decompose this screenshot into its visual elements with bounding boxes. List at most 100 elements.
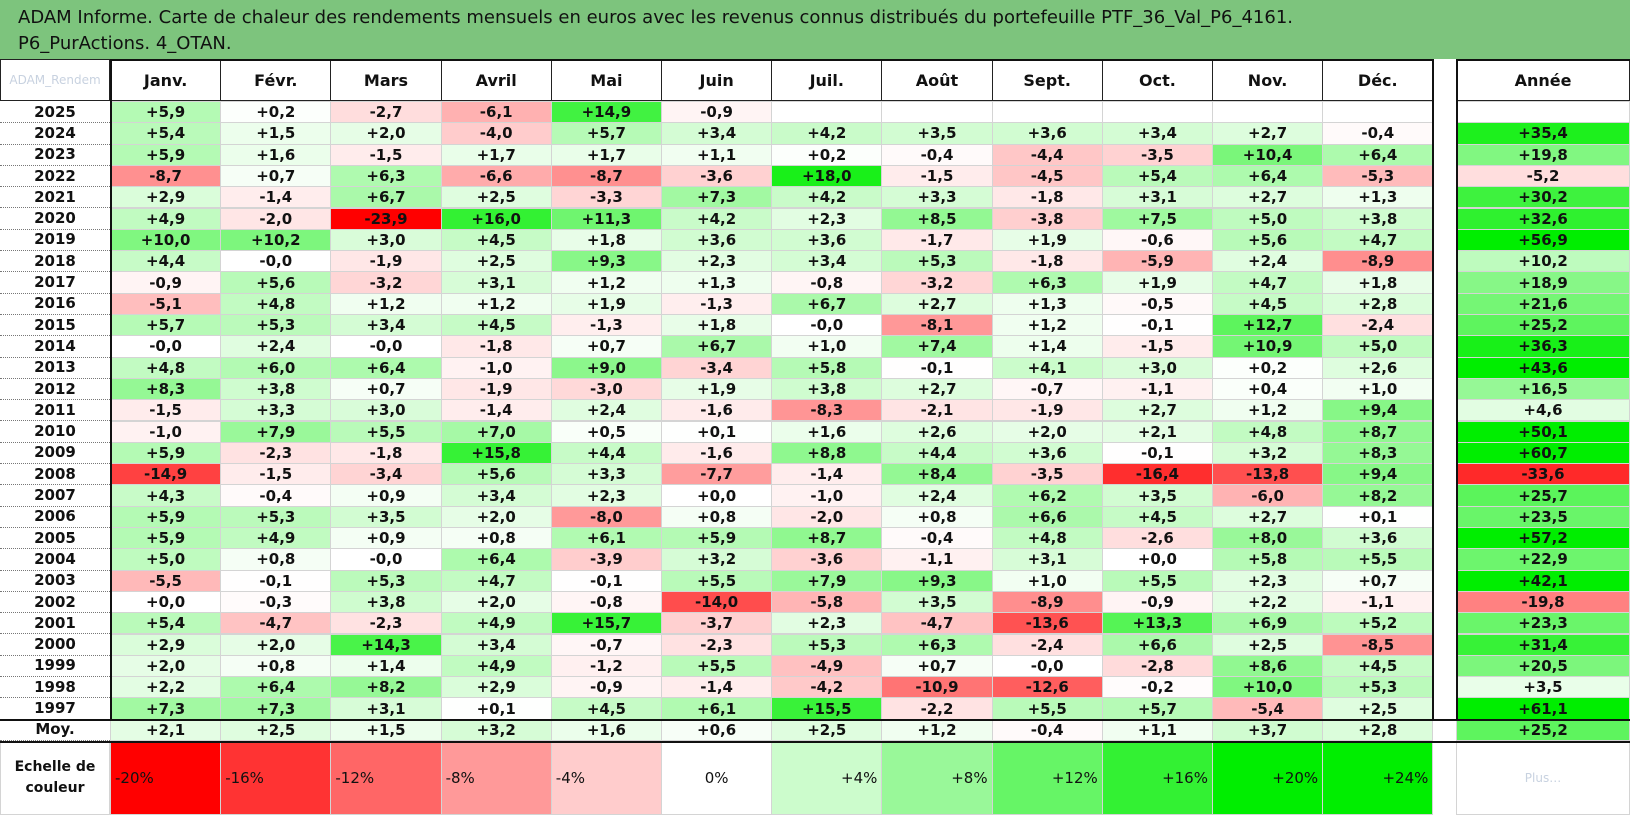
heat-cell: -0,0 (220, 250, 332, 273)
color-scale-step: +12% (991, 741, 1103, 815)
heat-cell: +4,8 (1212, 420, 1324, 443)
annual-cell: +10,2 (1456, 250, 1630, 273)
color-scale-step: +8% (881, 741, 993, 815)
report-title: ADAM Informe. Carte de chaleur des rende… (0, 0, 1630, 59)
heat-cell: -1,5 (330, 143, 442, 166)
annual-header: Année (1456, 59, 1630, 101)
heat-cell: -2,0 (220, 207, 332, 230)
heat-cell: -0,1 (220, 569, 332, 592)
heat-cell: -1,6 (661, 441, 773, 465)
heat-cell: -1,5 (1101, 335, 1213, 358)
heat-cell: -0,0 (991, 654, 1103, 678)
heat-cell: +3,4 (440, 633, 552, 656)
heat-cell: +18,0 (771, 164, 883, 188)
heat-cell: +10,2 (220, 228, 332, 252)
heat-cell: +1,8 (1322, 271, 1434, 294)
heat-cell: +1,3 (1322, 186, 1434, 209)
heat-cell: -3,7 (661, 612, 773, 635)
year-label: 1997 (0, 697, 110, 720)
heat-cell: -3,8 (991, 207, 1103, 230)
heat-cell: -3,4 (661, 356, 773, 379)
year-label: 2013 (0, 357, 110, 379)
heat-cell: +2,1 (1101, 420, 1213, 443)
heat-cell: +4,5 (1101, 505, 1213, 528)
heat-cell: -0,8 (771, 271, 883, 294)
annual-cell: -33,6 (1456, 463, 1630, 486)
heat-cell: +7,0 (440, 420, 552, 443)
report-title-line-1: ADAM Informe. Carte de chaleur des rende… (18, 7, 1293, 28)
heat-cell: +1,4 (330, 654, 442, 678)
average-cell: +1,1 (1101, 718, 1213, 741)
heat-cell: +0,1 (440, 697, 552, 720)
annual-cell: +22,9 (1456, 548, 1630, 571)
heat-cell: -0,9 (1101, 590, 1213, 614)
frame-left (110, 59, 112, 719)
annual-cell: +23,5 (1456, 505, 1630, 528)
heat-cell: +5,7 (1101, 697, 1213, 720)
heat-cell: +2,5 (440, 250, 552, 273)
heat-cell: +3,0 (330, 399, 442, 422)
heat-cell: -5,9 (1101, 250, 1213, 273)
heat-cell: +4,9 (220, 527, 332, 550)
heat-cell: -8,0 (550, 505, 662, 528)
month-header: Oct. (1101, 59, 1213, 101)
heat-cell: +5,5 (1101, 569, 1213, 592)
average-cell: +1,2 (881, 718, 993, 741)
heat-cell: +1,9 (991, 228, 1103, 252)
heat-cell: -8,9 (1322, 250, 1434, 273)
heat-cell: -1,8 (330, 441, 442, 465)
heat-cell: +6,4 (1322, 143, 1434, 166)
heat-cell: +5,8 (1212, 548, 1324, 571)
heat-cell: +8,7 (1322, 420, 1434, 443)
heat-cell: +3,1 (991, 548, 1103, 571)
heat-cell: +4,2 (661, 207, 773, 230)
heat-cell: -1,5 (110, 399, 222, 422)
frame-annual-left (1456, 59, 1458, 719)
heat-cell: -3,4 (330, 463, 442, 486)
heat-cell: +0,9 (330, 527, 442, 550)
heat-cell: +1,8 (550, 228, 662, 252)
annual-cell: -19,8 (1456, 590, 1630, 614)
heat-cell: -1,8 (991, 186, 1103, 209)
heat-cell: -8,5 (1322, 633, 1434, 656)
heat-cell: -4,7 (881, 612, 993, 635)
heat-cell: -2,4 (991, 633, 1103, 656)
heat-cell: -6,6 (440, 164, 552, 188)
heat-cell: +5,9 (110, 143, 222, 166)
annual-cell: +61,1 (1456, 697, 1630, 720)
heat-cell: +1,0 (991, 569, 1103, 592)
heat-cell: +2,4 (220, 335, 332, 358)
heat-cell: -6,1 (440, 101, 552, 124)
heat-cell: -0,4 (1322, 122, 1434, 145)
heat-cell: +5,5 (661, 569, 773, 592)
heat-cell: +4,7 (1322, 228, 1434, 252)
heat-cell: +4,5 (440, 314, 552, 337)
heat-cell: +6,7 (330, 186, 442, 209)
heat-cell: +1,6 (220, 143, 332, 166)
heat-cell (881, 101, 993, 124)
heat-cell: -0,1 (550, 569, 662, 592)
heat-cell: +5,7 (110, 314, 222, 337)
heat-cell: -2,7 (330, 101, 442, 124)
heat-cell: +1,6 (771, 420, 883, 443)
heat-cell: +1,2 (440, 292, 552, 315)
year-label: 2017 (0, 271, 110, 294)
heat-cell: +3,3 (550, 463, 662, 486)
year-label: 1998 (0, 676, 110, 699)
heat-cell: -10,9 (881, 676, 993, 699)
year-label: 2009 (0, 442, 110, 465)
color-scale-step: +16% (1101, 741, 1213, 815)
heat-cell: -3,2 (881, 271, 993, 294)
year-label: 2014 (0, 335, 110, 358)
heat-cell: -1,9 (330, 250, 442, 273)
heat-cell: +15,5 (771, 697, 883, 720)
heat-cell: -14,0 (661, 590, 773, 614)
heat-cell: +2,7 (881, 377, 993, 401)
heat-cell: +3,1 (1101, 186, 1213, 209)
heat-cell: +6,3 (881, 633, 993, 656)
year-label: 2008 (0, 463, 110, 486)
heat-cell: -0,3 (220, 590, 332, 614)
heat-cell: +6,6 (1101, 633, 1213, 656)
heat-cell: -0,0 (110, 335, 222, 358)
heat-cell: +0,8 (440, 527, 552, 550)
